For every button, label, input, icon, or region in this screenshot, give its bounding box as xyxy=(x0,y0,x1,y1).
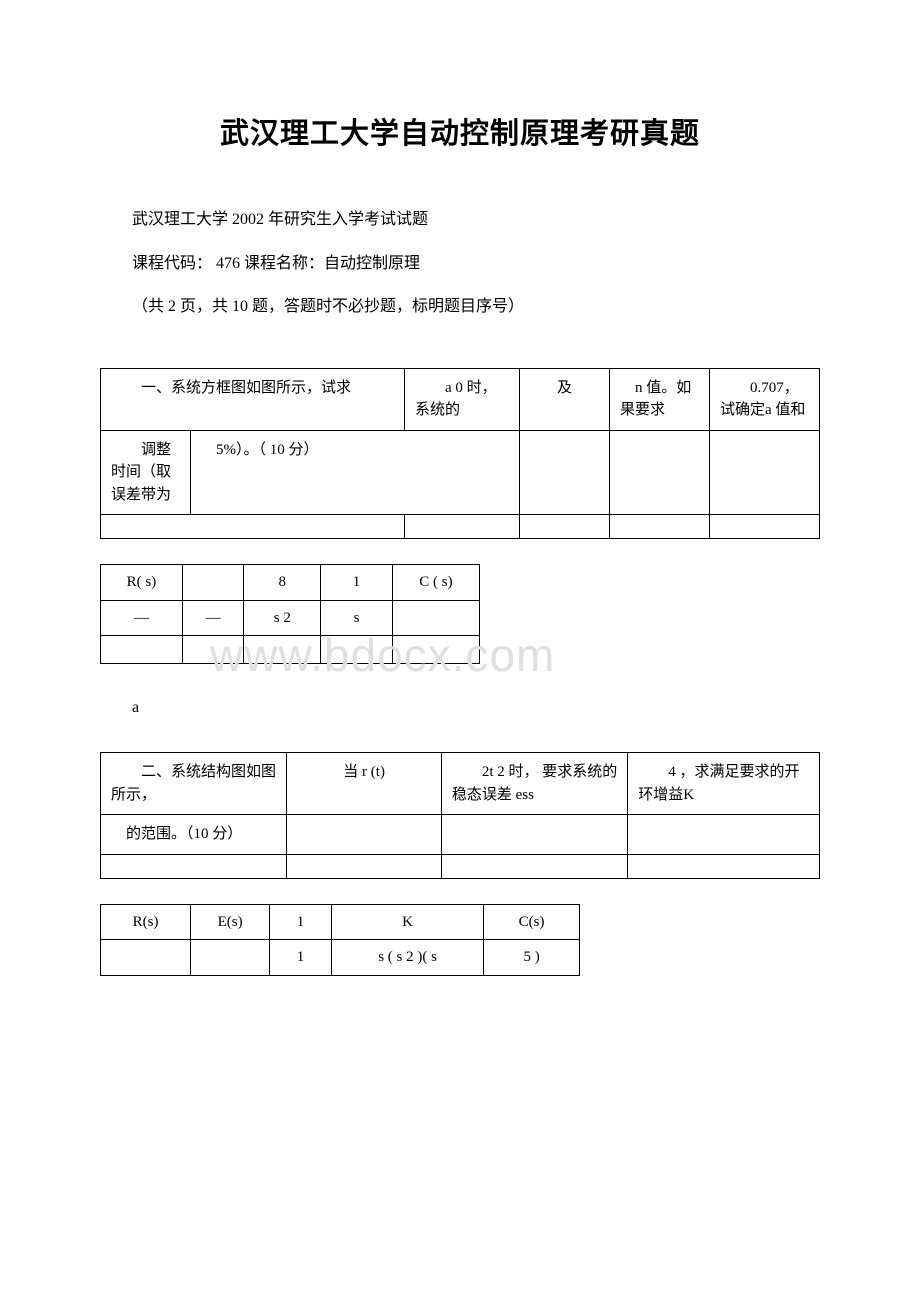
cell xyxy=(441,854,627,878)
cell xyxy=(244,636,321,664)
cell: 5%）。（ 10 分） xyxy=(191,430,520,515)
cell: 1 xyxy=(270,904,332,940)
label-a: a xyxy=(100,699,820,717)
block-diagram-2-table: R(s) E(s) 1 K C(s) 1 s ( s 2 )( s 5 ) xyxy=(100,904,580,976)
cell xyxy=(628,815,820,855)
table-row xyxy=(101,636,480,664)
cell: n 值。如果要求 xyxy=(610,368,710,430)
cell: — xyxy=(182,600,243,636)
cell: 2t 2 时， 要求系统的稳态误差 ess xyxy=(441,753,627,815)
table-row: 的范围。（10 分） xyxy=(101,815,820,855)
cell xyxy=(101,636,183,664)
intro-line-2: 课程代码： 476 课程名称：自动控制原理 xyxy=(100,251,820,277)
question-1-table: 一、系统方框图如图所示，试求 a 0 时， 系统的 及 n 值。如果要求 0.7… xyxy=(100,368,820,540)
cell xyxy=(101,940,191,976)
cell xyxy=(182,636,243,664)
table-row: 调整时间（取误差带为 5%）。（ 10 分） xyxy=(101,430,820,515)
table-row xyxy=(101,515,820,539)
table-row xyxy=(101,854,820,878)
cell: E(s) xyxy=(191,904,270,940)
cell xyxy=(321,636,393,664)
table-row: R( s) 8 1 C ( s) xyxy=(101,565,480,601)
cell xyxy=(520,515,610,539)
cell: K xyxy=(332,904,484,940)
cell: a 0 时， 系统的 xyxy=(405,368,520,430)
cell: — xyxy=(101,600,183,636)
cell xyxy=(441,815,627,855)
table-row: 一、系统方框图如图所示，试求 a 0 时， 系统的 及 n 值。如果要求 0.7… xyxy=(101,368,820,430)
table-row: R(s) E(s) 1 K C(s) xyxy=(101,904,580,940)
cell xyxy=(392,600,479,636)
cell: 4 ，求满足要求的开环增益K xyxy=(628,753,820,815)
cell: s 2 xyxy=(244,600,321,636)
cell xyxy=(710,515,820,539)
cell: s ( s 2 )( s xyxy=(332,940,484,976)
page-title: 武汉理工大学自动控制原理考研真题 xyxy=(100,110,820,152)
cell xyxy=(710,430,820,515)
cell: 当 r (t) xyxy=(287,753,441,815)
cell: 0.707， 试确定a 值和 xyxy=(710,368,820,430)
cell: 8 xyxy=(244,565,321,601)
table-row: 二、系统结构图如图所示， 当 r (t) 2t 2 时， 要求系统的稳态误差 e… xyxy=(101,753,820,815)
cell: R(s) xyxy=(101,904,191,940)
cell: 一、系统方框图如图所示，试求 xyxy=(101,368,405,430)
cell xyxy=(101,854,287,878)
table-row: — — s 2 s xyxy=(101,600,480,636)
cell: 调整时间（取误差带为 xyxy=(101,430,191,515)
table-row: 1 s ( s 2 )( s 5 ) xyxy=(101,940,580,976)
question-2-table: 二、系统结构图如图所示， 当 r (t) 2t 2 时， 要求系统的稳态误差 e… xyxy=(100,752,820,879)
intro-line-3: （共 2 页，共 10 题，答题时不必抄题，标明题目序号） xyxy=(100,294,820,320)
cell xyxy=(610,515,710,539)
cell xyxy=(287,854,441,878)
cell: 1 xyxy=(270,940,332,976)
cell xyxy=(191,940,270,976)
cell xyxy=(610,430,710,515)
cell: C ( s) xyxy=(392,565,479,601)
cell xyxy=(520,430,610,515)
cell: C(s) xyxy=(484,904,580,940)
block-diagram-1-table: R( s) 8 1 C ( s) — — s 2 s xyxy=(100,564,480,664)
cell xyxy=(182,565,243,601)
cell: 及 xyxy=(520,368,610,430)
intro-line-1: 武汉理工大学 2002 年研究生入学考试试题 xyxy=(100,207,820,233)
cell: 1 xyxy=(321,565,393,601)
cell xyxy=(287,815,441,855)
cell: s xyxy=(321,600,393,636)
cell xyxy=(101,515,405,539)
cell xyxy=(405,515,520,539)
cell: 5 ) xyxy=(484,940,580,976)
cell: 的范围。（10 分） xyxy=(101,815,287,855)
cell: 二、系统结构图如图所示， xyxy=(101,753,287,815)
cell xyxy=(392,636,479,664)
cell xyxy=(628,854,820,878)
cell: R( s) xyxy=(101,565,183,601)
